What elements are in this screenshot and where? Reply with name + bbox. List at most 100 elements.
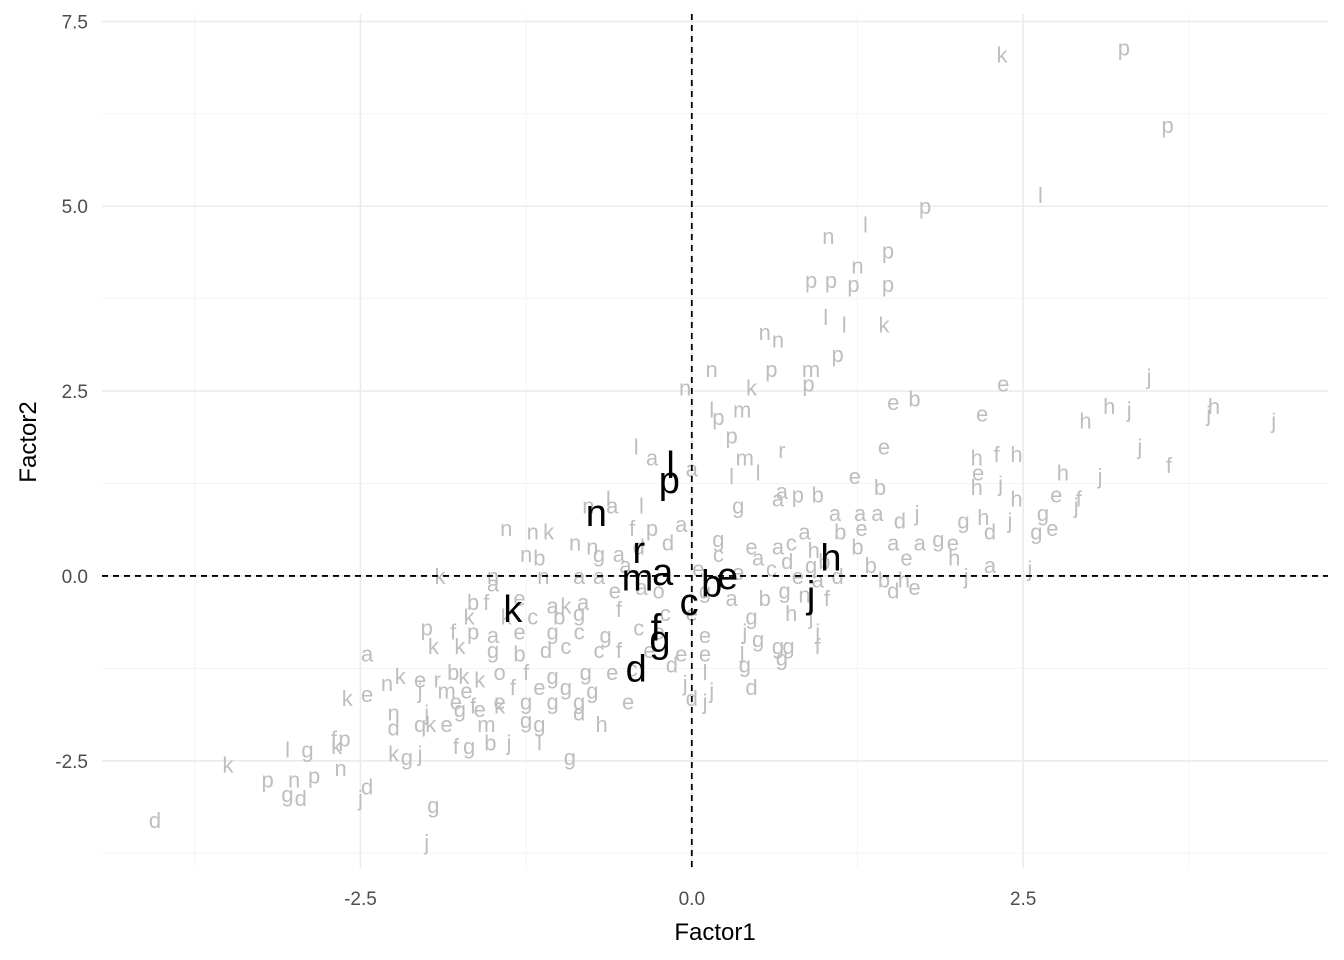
observation-point: d — [633, 534, 645, 559]
observation-point: k — [501, 605, 513, 630]
observation-point: p — [882, 272, 894, 297]
observation-point: k — [474, 667, 486, 692]
observation-point: a — [675, 512, 688, 537]
observation-point: e — [972, 460, 984, 485]
observation-point: e — [474, 697, 486, 722]
observation-point: b — [878, 568, 890, 593]
observation-point: g — [778, 579, 790, 604]
observation-point: f — [450, 619, 457, 644]
observation-point: k — [454, 634, 466, 659]
observation-point: e — [699, 623, 711, 648]
observation-point: k — [996, 43, 1008, 68]
observation-point: g — [401, 745, 413, 770]
observation-point: h — [977, 505, 989, 530]
observation-point: h — [898, 568, 910, 593]
observation-point: e — [1046, 516, 1058, 541]
observation-point: j — [1136, 435, 1142, 460]
observation-point: d — [387, 716, 399, 741]
observation-point: m — [736, 446, 754, 471]
observation-point: p — [338, 727, 350, 752]
observation-point: h — [596, 712, 608, 737]
observation-point: n — [520, 542, 532, 567]
observation-point: h — [1010, 442, 1022, 467]
observation-point: j — [357, 786, 363, 811]
observation-point: c — [786, 531, 797, 556]
observation-point: f — [994, 442, 1001, 467]
observation-point: d — [573, 701, 585, 726]
observation-point: e — [947, 531, 959, 556]
observation-point: e — [533, 675, 545, 700]
observation-point: p — [646, 516, 658, 541]
observation-point: h — [948, 545, 960, 570]
observation-point: g — [520, 708, 532, 733]
observation-point: j — [1006, 508, 1012, 533]
x-axis-title: Factor1 — [674, 919, 755, 946]
observation-point: c — [574, 619, 585, 644]
observation-point: g — [547, 664, 559, 689]
observation-point: p — [805, 268, 817, 293]
observation-point: p — [1118, 35, 1130, 60]
observation-point: k — [543, 520, 555, 545]
observation-point: l — [634, 435, 639, 460]
observation-point: e — [732, 560, 744, 585]
observation-point: n — [798, 582, 810, 607]
x-tick-label: 2.5 — [1010, 889, 1036, 910]
observation-point: j — [417, 679, 423, 704]
observation-point: p — [467, 619, 479, 644]
observation-point: k — [395, 664, 407, 689]
observation-point: k — [342, 686, 354, 711]
observation-point: c — [713, 542, 724, 567]
observation-point: p — [831, 342, 843, 367]
observation-point: e — [493, 690, 505, 715]
centroid-label: a — [652, 552, 674, 594]
observation-point: g — [805, 553, 817, 578]
observation-point: h — [1079, 409, 1091, 434]
observation-point: p — [802, 372, 814, 397]
observation-point: k — [428, 634, 440, 659]
y-tick-label: -2.5 — [55, 752, 88, 773]
observation-point: g — [573, 601, 585, 626]
observation-point: k — [222, 752, 234, 777]
observation-point: f — [1166, 453, 1173, 478]
observation-point: k — [425, 712, 437, 737]
observation-point: e — [908, 575, 920, 600]
observation-point: o — [653, 579, 665, 604]
observation-point: g — [699, 579, 711, 604]
observation-point: a — [812, 568, 825, 593]
centroid-label: j — [806, 574, 815, 616]
observation-point: e — [450, 690, 462, 715]
observation-point: f — [616, 597, 623, 622]
observation-point: o — [653, 619, 665, 644]
observation-point: n — [334, 756, 346, 781]
observation-point: e — [361, 682, 373, 707]
observation-point: k — [464, 605, 476, 630]
observation-point: e — [460, 679, 472, 704]
observation-point: p — [421, 616, 433, 641]
observation-point: g — [782, 634, 794, 659]
observation-point: c — [560, 634, 571, 659]
observation-point: f — [616, 638, 623, 663]
observation-point: j — [1205, 401, 1211, 426]
observation-point: d — [149, 808, 161, 833]
centroid-label: c — [680, 582, 699, 624]
observation-point: a — [361, 642, 374, 667]
observation-point: e — [887, 390, 899, 415]
observation-point: n — [288, 767, 300, 792]
observation-point: g — [772, 634, 784, 659]
x-tick-label: 0.0 — [679, 889, 705, 910]
observation-point: j — [1146, 364, 1152, 389]
observation-point: g — [547, 690, 559, 715]
observation-point: j — [739, 638, 745, 663]
observation-point: g — [520, 690, 532, 715]
y-tick-label: 7.5 — [62, 12, 88, 33]
observation-point: j — [1097, 464, 1103, 489]
observation-point: e — [675, 642, 687, 667]
observation-point: r — [434, 667, 441, 692]
observation-point: n — [586, 534, 598, 559]
observation-point: c — [766, 557, 777, 582]
observation-point: b — [812, 483, 824, 508]
observation-point: l — [823, 305, 828, 330]
observation-point: p — [308, 764, 320, 789]
